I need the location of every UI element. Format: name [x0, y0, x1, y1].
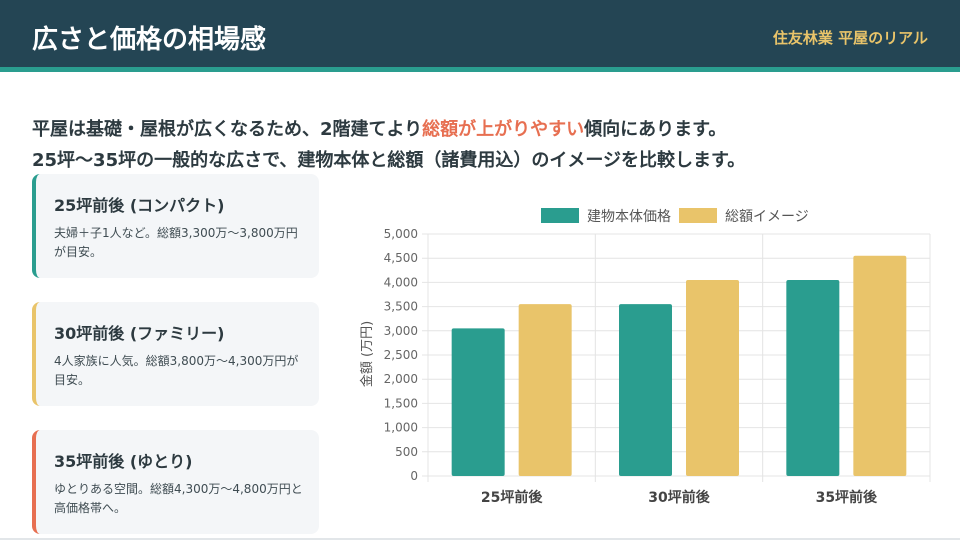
intro-line-2: 25坪〜35坪の一般的な広さで、建物本体と総額（諸費用込）のイメージを比較します… [32, 150, 746, 171]
intro-highlight: 総額が上がりやすい [422, 119, 585, 140]
y-tick-label: 3,500 [384, 300, 418, 314]
header-bar: 広さと価格の相場感 住友林業 平屋のリアル [0, 0, 960, 72]
bar-total-price [686, 279, 739, 476]
y-tick-label: 2,000 [384, 372, 418, 386]
x-tick-label: 25坪前後 [481, 489, 543, 506]
bar-body-price [786, 279, 840, 476]
bar-chart-svg: 0 500 1,000 1,500 2,000 2,500 3,000 3,500 4,000 4… [359, 208, 931, 506]
card-description: 4人家族に人気。総額3,800万〜4,300万円が目安。 [54, 354, 299, 387]
page-title: 広さと価格の相場感 [32, 25, 267, 55]
y-tick-label: 5,000 [384, 227, 418, 241]
card-title: 25坪前後 (コンパクト) [54, 196, 225, 215]
card-description: 夫婦＋子1人など。総額3,300万〜3,800万円が目安。 [54, 226, 298, 259]
y-tick-label: 4,500 [384, 251, 418, 265]
legend-layer: 建物本体価格 総額イメージ [541, 208, 809, 225]
intro-line-1-pre: 平屋は基礎・屋根が広くなるため、2階建てより [32, 119, 423, 140]
legend-label: 建物本体価格 [587, 209, 671, 225]
y-tick-label: 1,000 [384, 421, 418, 435]
y-tick-label: 1,500 [384, 396, 418, 410]
card-30tsubo: 30坪前後 (ファミリー) 4人家族に人気。総額3,800万〜4,300万円が目… [32, 302, 319, 406]
card-25tsubo: 25坪前後 (コンパクト) 夫婦＋子1人など。総額3,300万〜3,800万円が… [32, 174, 319, 278]
card-35tsubo: 35坪前後 (ゆとり) ゆとりある空間。総額4,300万〜4,800万円と高価格… [32, 430, 319, 534]
bottom-divider [0, 538, 960, 540]
bar-layer [451, 255, 907, 476]
y-tick-label: 2,500 [384, 348, 418, 362]
bar-total-price [853, 255, 907, 476]
brand-label: 住友林業 平屋のリアル [772, 29, 928, 47]
legend-swatch [541, 208, 579, 223]
intro-line-1: 平屋は基礎・屋根が広くなるため、2階建てより総額が上がりやすい傾向にあります。 [32, 114, 932, 145]
grid-layer [422, 233, 931, 482]
x-tick-label: 35坪前後 [816, 489, 878, 506]
y-tick-label: 500 [395, 445, 418, 459]
y-tick-label: 3,000 [384, 324, 418, 338]
x-tick-label: 30坪前後 [648, 489, 710, 506]
bar-body-price [619, 304, 672, 476]
legend-swatch [679, 208, 717, 223]
card-description: ゆとりある空間。総額4,300万〜4,800万円と高価格帯へ。 [54, 482, 303, 515]
y-tick-label: 0 [410, 469, 418, 483]
legend-label: 総額イメージ [725, 209, 809, 225]
y-tick-label: 4,000 [384, 275, 418, 289]
intro-text: 平屋は基礎・屋根が広くなるため、2階建てより総額が上がりやすい傾向にあります。 … [32, 114, 932, 176]
price-comparison-chart: 0 500 1,000 1,500 2,000 2,500 3,000 3,500 4,000 4… [340, 195, 940, 515]
bar-body-price [451, 328, 505, 476]
y-axis-label: 金額 (万円) [359, 321, 375, 387]
intro-line-1-post: 傾向にあります。 [584, 119, 727, 140]
axis-layer: 0 500 1,000 1,500 2,000 2,500 3,000 3,500 4,000 4… [384, 227, 878, 506]
bar-total-price [518, 304, 572, 476]
card-title: 30坪前後 (ファミリー) [54, 324, 225, 343]
card-title: 35坪前後 (ゆとり) [54, 452, 193, 471]
